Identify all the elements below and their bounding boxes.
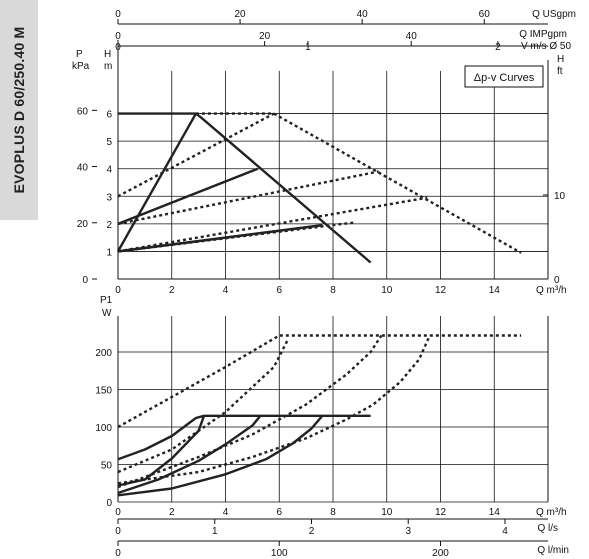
- y-tick-label-m: 6: [106, 110, 112, 121]
- x-tick-label: 2: [169, 285, 175, 296]
- top-axis-tick-label: 40: [357, 9, 369, 20]
- power-axis-label-line2: W: [102, 308, 112, 319]
- power-axis-label-line1: P1: [100, 295, 113, 306]
- top-axis-tick-label: 1: [305, 42, 311, 53]
- top-axis-tick-label: 60: [479, 9, 491, 20]
- x-tick-label: 8: [330, 507, 336, 518]
- top-axis-tick-label: 0: [115, 9, 121, 20]
- y-tick-label-w: 200: [95, 348, 112, 359]
- dashed-power-curve-7: [117, 335, 431, 485]
- y-tick-label-w: 100: [95, 423, 112, 434]
- legend-label: Δp-v Curves: [474, 72, 535, 84]
- x-tick-label: 0: [115, 285, 121, 296]
- dashed-head-curve-7: [117, 170, 379, 226]
- solid-power-curve-1: [117, 415, 206, 487]
- velocity-axis-label: V m/s Ø 50: [521, 41, 571, 52]
- top-axis-tick-label: 20: [235, 9, 247, 20]
- x-tick-label: 14: [489, 285, 501, 296]
- dashed-head-curve-6: [117, 112, 275, 198]
- solid-power-curve-3: [117, 415, 324, 497]
- x-tick-label: 2: [169, 507, 175, 518]
- dashed-power-curve-4: [117, 334, 522, 429]
- ls-axis-label: Q l/s: [537, 523, 558, 534]
- kpa-tick-label: 20: [77, 219, 89, 230]
- solid-power-curve-2: [117, 415, 262, 495]
- kpa-tick-label: 60: [77, 106, 89, 117]
- h-axis-label-line1: H: [104, 49, 111, 60]
- x-tick-label: 12: [435, 285, 447, 296]
- x-tick-label: 0: [115, 507, 121, 518]
- bottom-axis-tick-label: 4: [502, 526, 508, 537]
- x-tick-label: 6: [276, 507, 282, 518]
- x-tick-label: 4: [223, 507, 229, 518]
- y-tick-label-m: 3: [106, 192, 112, 203]
- y-tick-label-w: 0: [106, 498, 112, 509]
- dashed-power-curve-6: [117, 334, 383, 489]
- ft-axis-label-line1: H: [557, 54, 564, 65]
- dashed-head-curve-9: [117, 221, 355, 253]
- usgpm-axis-label: Q USgpm: [532, 9, 576, 20]
- x-axis-label: Q m³/h: [536, 507, 567, 518]
- model-sidebar: EVOPLUS D 60/250.40 M: [0, 0, 38, 220]
- bottom-axis-tick-label: 2: [309, 526, 315, 537]
- x-tick-label: 10: [381, 285, 393, 296]
- y-tick-label-w: 150: [95, 386, 112, 397]
- y-tick-label-m: 1: [106, 247, 112, 258]
- y-tick-label-m: 4: [106, 165, 112, 176]
- solid-power-curve-0: [117, 414, 371, 461]
- impgpm-axis-label: Q IMPgpm: [519, 29, 567, 40]
- bottom-axis-tick-label: 100: [271, 548, 288, 559]
- solid-head-curve-0: [118, 112, 372, 264]
- lmin-axis-label: Q l/min: [537, 545, 569, 556]
- dashed-head-curve-8: [117, 196, 428, 253]
- kpa-axis-label-line1: P: [76, 49, 83, 60]
- solid-head-curve-4: [116, 113, 197, 252]
- solid-head-curve-3: [117, 167, 259, 226]
- top-axis-tick-label: 0: [115, 42, 121, 53]
- ft-tick-label: 10: [554, 191, 566, 202]
- x-tick-label: 4: [223, 285, 229, 296]
- x-tick-label: 8: [330, 285, 336, 296]
- x-axis-label: Q m³/h: [536, 285, 567, 296]
- bottom-axis-tick-label: 0: [115, 526, 121, 537]
- y-tick-label-m: 2: [106, 220, 112, 231]
- kpa-axis-label-line2: kPa: [72, 61, 90, 72]
- top-axis-tick-label: 20: [259, 31, 271, 42]
- ft-axis-label-line2: ft: [557, 66, 563, 77]
- bottom-axis-tick-label: 0: [115, 548, 121, 559]
- y-tick-label-w: 50: [101, 461, 113, 472]
- y-tick-label-m: 5: [106, 137, 112, 148]
- x-tick-label: 6: [276, 285, 282, 296]
- bottom-axis-tick-label: 3: [405, 526, 411, 537]
- top-axis-tick-label: 0: [115, 31, 121, 42]
- x-tick-label: 14: [489, 507, 501, 518]
- kpa-tick-label: 0: [82, 275, 88, 286]
- x-tick-label: 10: [381, 507, 393, 518]
- ft-tick-label: 0: [554, 275, 560, 286]
- top-axis-tick-label: 2: [495, 42, 501, 53]
- legend-box: [464, 65, 544, 88]
- x-tick-label: 12: [435, 507, 447, 518]
- top-axis-tick-label: 40: [406, 31, 418, 42]
- bottom-axis-tick-label: 1: [212, 526, 218, 537]
- dashed-power-curve-5: [117, 340, 289, 474]
- kpa-tick-label: 40: [77, 163, 89, 174]
- bottom-axis-tick-label: 200: [432, 548, 449, 559]
- h-axis-label-line2: m: [104, 61, 112, 72]
- dashed-head-curve-5: [195, 112, 522, 254]
